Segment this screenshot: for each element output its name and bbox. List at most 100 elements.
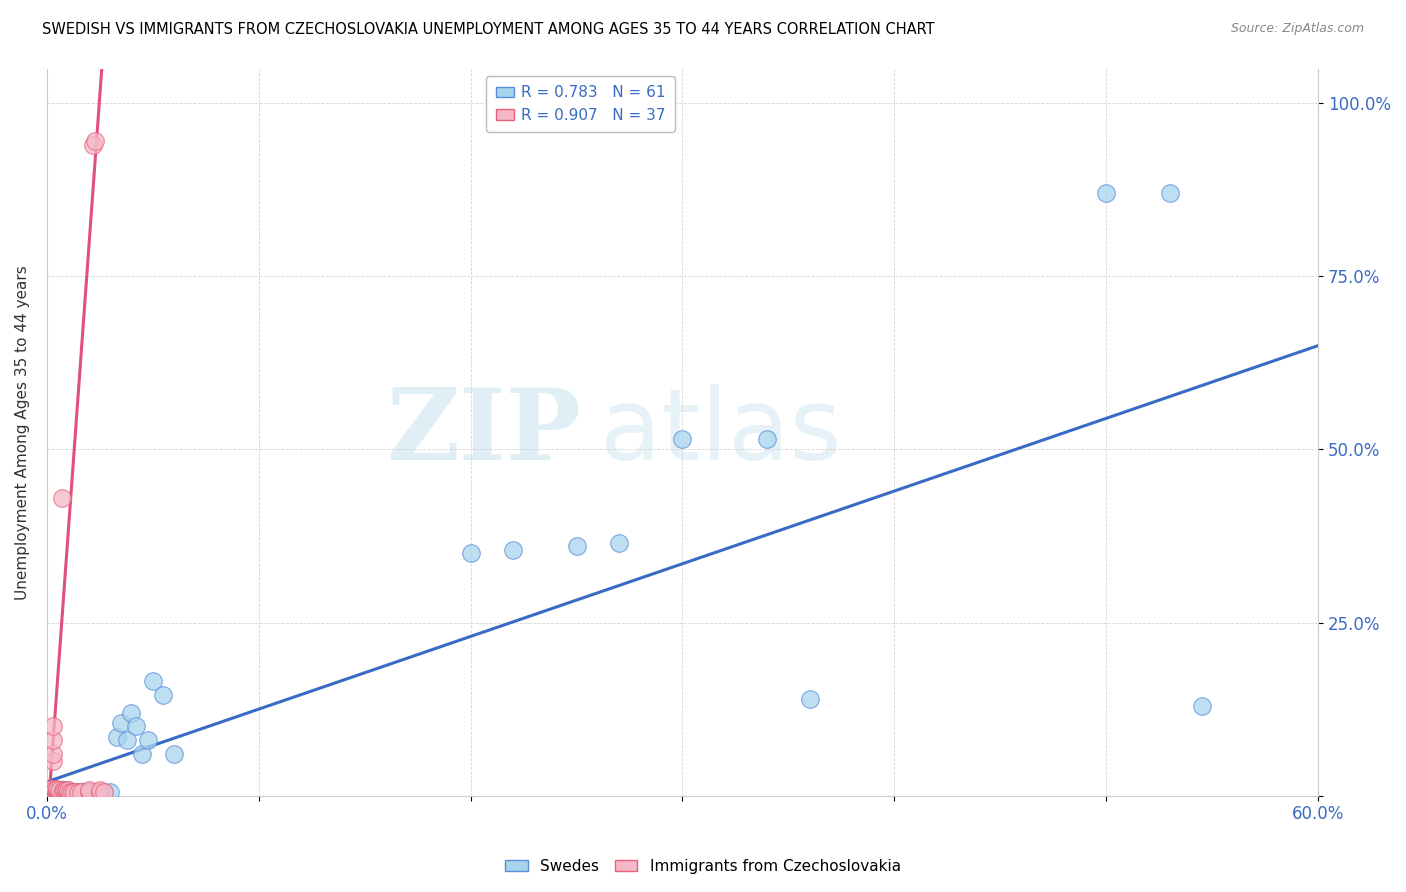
Point <box>52 785 75 799</box>
Point <box>84 134 107 148</box>
Text: atlas: atlas <box>600 384 841 481</box>
Text: SWEDISH VS IMMIGRANTS FROM CZECHOSLOVAKIA UNEMPLOYMENT AMONG AGES 35 TO 44 YEARS: SWEDISH VS IMMIGRANTS FROM CZECHOSLOVAKI… <box>42 22 935 37</box>
Point <box>89 785 111 799</box>
Point <box>39 783 62 797</box>
Legend: R = 0.783   N = 61, R = 0.907   N = 37: R = 0.783 N = 61, R = 0.907 N = 37 <box>486 76 675 132</box>
Point <box>44 785 66 799</box>
Point <box>48 785 70 799</box>
Point <box>56 783 79 797</box>
Point <box>60 785 83 799</box>
Point <box>55 783 77 797</box>
Point <box>93 785 115 799</box>
Point <box>77 783 100 797</box>
Point <box>48 785 70 799</box>
Point <box>98 785 121 799</box>
Point <box>1159 186 1181 201</box>
Point <box>69 785 91 799</box>
Point <box>131 747 153 762</box>
Point <box>607 536 630 550</box>
Point <box>110 716 132 731</box>
Point <box>82 785 104 799</box>
Point <box>38 785 60 799</box>
Point <box>46 785 69 799</box>
Point <box>44 783 66 797</box>
Point <box>60 785 83 799</box>
Point <box>120 706 142 720</box>
Point <box>460 546 482 560</box>
Point <box>51 491 73 505</box>
Point <box>138 733 160 747</box>
Point <box>125 719 148 733</box>
Legend: Swedes, Immigrants from Czechoslovakia: Swedes, Immigrants from Czechoslovakia <box>499 853 907 880</box>
Point <box>51 783 73 797</box>
Point <box>55 785 77 799</box>
Point <box>44 783 66 797</box>
Point <box>42 783 65 797</box>
Point <box>46 785 69 799</box>
Point <box>89 785 111 799</box>
Y-axis label: Unemployment Among Ages 35 to 44 years: Unemployment Among Ages 35 to 44 years <box>15 265 30 599</box>
Point <box>39 785 62 799</box>
Point <box>115 733 138 747</box>
Point <box>42 754 65 768</box>
Point <box>42 747 65 762</box>
Point <box>56 785 79 799</box>
Point <box>46 783 69 797</box>
Point <box>1095 186 1118 201</box>
Point <box>163 747 186 762</box>
Point <box>38 783 60 797</box>
Point <box>502 542 524 557</box>
Point <box>39 781 62 796</box>
Point <box>756 432 779 446</box>
Point <box>46 783 69 797</box>
Point <box>59 785 82 799</box>
Point <box>44 785 66 799</box>
Text: Source: ZipAtlas.com: Source: ZipAtlas.com <box>1230 22 1364 36</box>
Point <box>77 785 100 799</box>
Point <box>51 785 73 799</box>
Point <box>46 785 69 799</box>
Point <box>82 137 104 152</box>
Point <box>52 783 75 797</box>
Point <box>72 785 94 799</box>
Point <box>52 785 75 799</box>
Point <box>48 783 70 797</box>
Point <box>67 785 90 799</box>
Point <box>55 785 77 799</box>
Point <box>69 785 91 799</box>
Point <box>52 785 75 799</box>
Point <box>42 733 65 747</box>
Point <box>565 540 588 554</box>
Point <box>55 783 77 797</box>
Point <box>63 785 86 799</box>
Point <box>93 785 115 799</box>
Point <box>105 730 128 744</box>
Point <box>39 785 62 799</box>
Point <box>48 785 70 799</box>
Point <box>671 432 693 446</box>
Point <box>89 783 111 797</box>
Point <box>77 785 100 799</box>
Point <box>84 785 107 799</box>
Point <box>46 781 69 796</box>
Point <box>44 781 66 796</box>
Point <box>76 785 98 799</box>
Point <box>52 783 75 797</box>
Point <box>51 785 73 799</box>
Point <box>51 785 73 799</box>
Point <box>59 785 82 799</box>
Point <box>42 785 65 799</box>
Point <box>39 785 62 799</box>
Point <box>63 785 86 799</box>
Text: ZIP: ZIP <box>385 384 581 481</box>
Point <box>1191 698 1213 713</box>
Point <box>56 783 79 797</box>
Point <box>44 785 66 799</box>
Point <box>42 719 65 733</box>
Point <box>48 783 70 797</box>
Point <box>799 691 821 706</box>
Point <box>65 785 87 799</box>
Point <box>42 785 65 799</box>
Point <box>73 785 96 799</box>
Point <box>56 785 79 799</box>
